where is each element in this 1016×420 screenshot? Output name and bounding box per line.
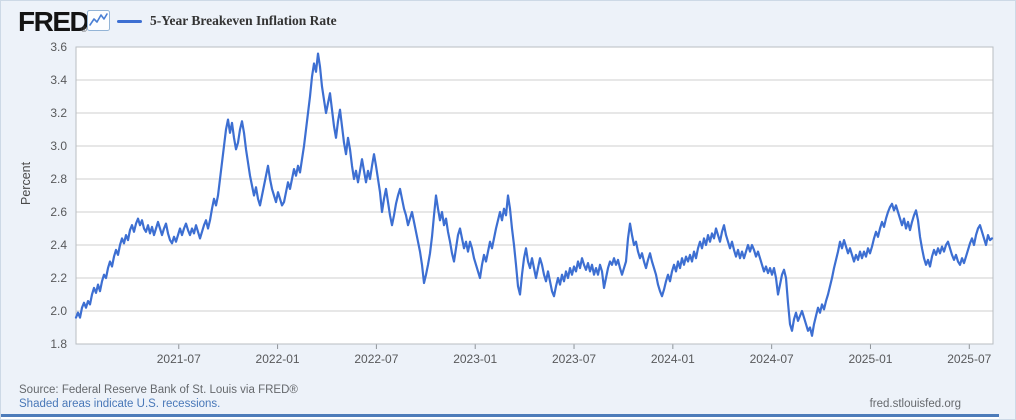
data-series-line[interactable]: [74, 52, 994, 337]
x-tick-label: 2025-01: [848, 352, 892, 366]
x-tick-label: 2022-07: [354, 352, 398, 366]
recessions-note-link[interactable]: Shaded areas indicate U.S. recessions.: [19, 398, 221, 410]
x-tick-label: 2023-01: [453, 352, 497, 366]
x-tick-label: 2025-07: [947, 352, 991, 366]
y-tick-label: 3.2: [50, 106, 67, 120]
y-tick-label: 3.0: [50, 139, 67, 153]
registered-trademark-mark: ®: [81, 25, 87, 34]
y-tick-label: 2.8: [50, 172, 67, 186]
x-tick-label: 2023-07: [552, 352, 596, 366]
fred-graph-icon[interactable]: [87, 10, 110, 31]
y-tick-label: 3.4: [50, 73, 67, 87]
y-tick-label: 2.0: [50, 304, 67, 318]
legend: 5-Year Breakeven Inflation Rate: [117, 13, 337, 29]
fred-site-link[interactable]: fred.stlouisfed.org: [869, 398, 961, 410]
source-text: Source: Federal Reserve Bank of St. Loui…: [19, 384, 298, 396]
y-tick-label: 3.6: [50, 40, 67, 54]
x-tick-label: 2024-07: [750, 352, 794, 366]
y-tick-label: 2.6: [50, 205, 67, 219]
bottom-divider: [1, 414, 999, 417]
y-tick-label: 2.2: [50, 271, 67, 285]
series-legend-label[interactable]: 5-Year Breakeven Inflation Rate: [150, 13, 337, 28]
series-line-swatch: [117, 19, 142, 23]
y-tick-label: 2.4: [50, 238, 67, 252]
plot-background: [76, 47, 993, 344]
y-tick-label: 1.8: [50, 337, 67, 351]
x-tick-label: 2022-01: [256, 352, 300, 366]
x-tick-label: 2024-01: [651, 352, 695, 366]
plot-border: [75, 46, 994, 345]
bottom-margin: [1, 417, 999, 419]
x-tick-label: 2021-07: [157, 352, 201, 366]
fred-logo[interactable]: FRED: [18, 6, 90, 37]
